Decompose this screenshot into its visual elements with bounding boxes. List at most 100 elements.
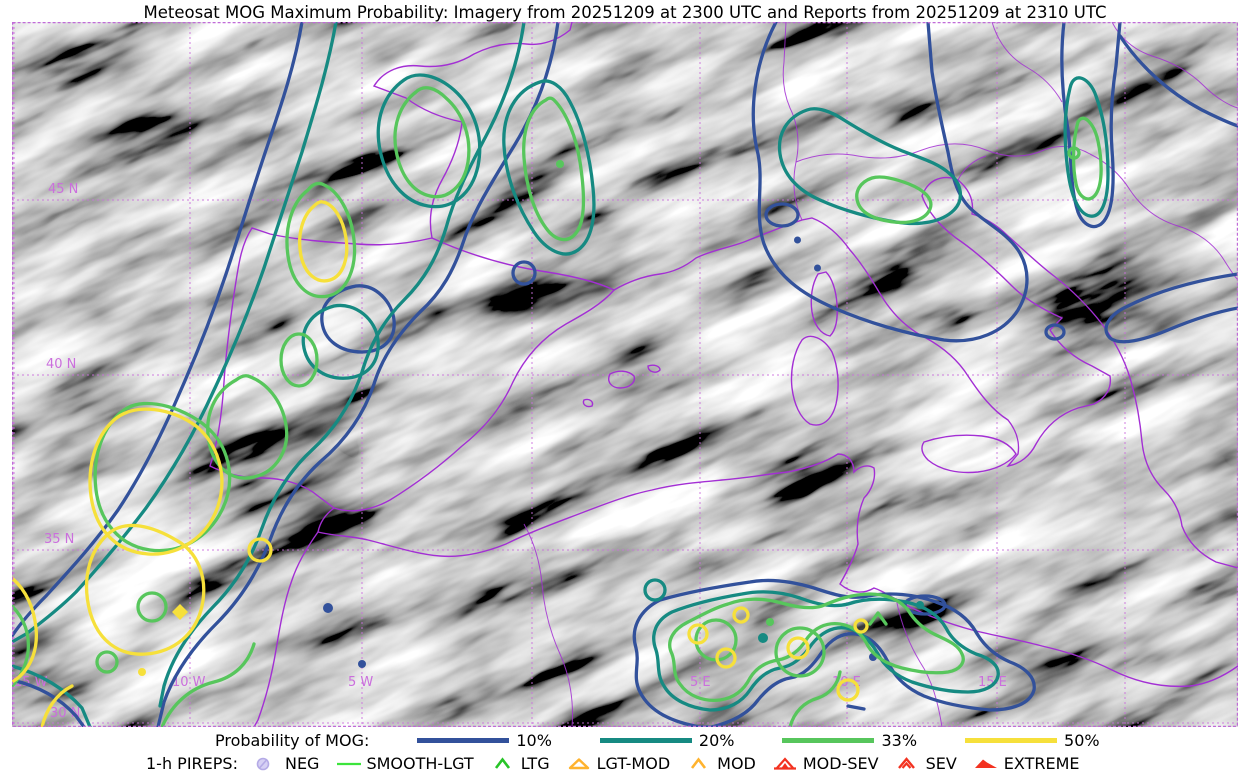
contour-p50 (40, 684, 74, 727)
coastline (957, 179, 1238, 569)
prob-item-33%: 33% (782, 731, 917, 750)
contour-p50 (836, 678, 860, 702)
contour-p10 (12, 678, 86, 727)
contour-p50 (853, 618, 869, 634)
legend-probability-label: Probability of MOG: (215, 731, 370, 750)
pirep-item-label: MOD-SEV (802, 754, 879, 773)
pirep-item-label: LTG (520, 754, 550, 773)
contour-p20 (758, 633, 768, 643)
prob-item-label: 50% (1064, 731, 1100, 750)
pirep-item-extreme: EXTREME (974, 754, 1080, 773)
contour-p10 (814, 264, 821, 272)
prob-swatch (965, 738, 1058, 743)
contour-p50 (138, 668, 146, 676)
coastline (608, 370, 636, 389)
neg-icon (256, 757, 270, 771)
map-border (12, 22, 1238, 727)
filled-triangle-icon (974, 759, 997, 768)
contour-p20 (916, 601, 924, 609)
pirep-item-label: SEV (925, 754, 957, 773)
prob-item-label: 10% (516, 731, 552, 750)
prob-swatch (599, 738, 692, 743)
contour-p50 (12, 576, 39, 684)
contour-p33 (556, 160, 564, 168)
pirep-item-neg: NEG (255, 754, 319, 773)
pirep-item-smooth-lgt: SMOOTH-LGT (336, 754, 474, 773)
contour-p33 (285, 181, 357, 299)
caret-icon (691, 757, 707, 769)
house-icon (773, 757, 796, 770)
contour-p33 (868, 611, 888, 626)
contour-p33 (788, 670, 842, 727)
grid-label: 15 E (978, 675, 1007, 690)
contour-p50 (298, 200, 349, 283)
contour-p20 (12, 664, 92, 727)
contour-p33 (522, 96, 586, 242)
prob-swatch (417, 738, 510, 743)
contour-p20 (652, 590, 1000, 712)
coastline (921, 434, 1017, 474)
coastline (372, 22, 573, 239)
contour-p50 (732, 606, 750, 624)
contour-p10 (751, 22, 1029, 343)
grid-label: 5 E (690, 675, 711, 690)
grid-lines (12, 22, 1238, 727)
legend-pireps-items: NEG SMOOTH-LGT LTG LGT-MOD MOD MOD-SEV SEV EXTR… (255, 754, 1080, 773)
legend-probability: Probability of MOG: 10% 20% 33% 50% (215, 731, 1100, 750)
coastline (647, 364, 661, 373)
pirep-item-label: NEG (284, 754, 320, 773)
double-caret-icon (897, 757, 915, 769)
pirep-item-sev: SEV (896, 754, 957, 773)
grid-label: 15 W (14, 675, 48, 690)
contour-p50 (786, 636, 810, 660)
contour-p10 (1044, 323, 1066, 341)
contour-p10 (1118, 34, 1238, 128)
contour-p10 (1104, 272, 1238, 344)
grid-label: 5 W (348, 675, 373, 690)
pirep-item-label: EXTREME (1003, 754, 1080, 773)
country-border (991, 22, 1063, 103)
country-border (782, 22, 803, 221)
coastline (317, 453, 1238, 688)
contour-p33 (206, 374, 289, 480)
contour-p50 (687, 623, 709, 645)
contour-p33 (279, 332, 319, 388)
open-triangle-icon (568, 758, 589, 770)
contour-p50 (247, 537, 273, 563)
contour-p33 (95, 650, 119, 674)
contour-p20 (12, 22, 338, 644)
contour-p10 (846, 704, 866, 711)
legend-pireps-label: 1-h PIREPS: (146, 754, 238, 773)
contour-p33 (136, 591, 168, 623)
coastline (613, 176, 1112, 468)
contour-p20 (376, 73, 482, 209)
contour-p10 (632, 578, 1036, 727)
coastline (582, 398, 594, 408)
contour-p10 (358, 660, 366, 668)
coastlines (209, 22, 1238, 727)
grid-label: 10 W (172, 675, 206, 690)
pirep-item-mod: MOD (687, 754, 756, 773)
contour-p10 (764, 202, 800, 228)
pirep-item-label: MOD (717, 754, 756, 773)
prob-item-10%: 10% (417, 731, 552, 750)
pirep-item-mod-sev: MOD-SEV (773, 754, 879, 773)
line-icon (337, 762, 362, 766)
prob-item-20%: 20% (599, 731, 735, 750)
contour-p33 (1071, 116, 1103, 201)
coastline (253, 507, 335, 727)
contour-p50 (172, 604, 188, 620)
grid-label: 35 N (44, 532, 74, 547)
contour-p10 (320, 284, 396, 354)
contour-p20 (1063, 76, 1110, 218)
pirep-item-ltg: LTG (491, 754, 550, 773)
grid-label: 40 N (46, 357, 76, 372)
coastline (790, 335, 839, 426)
prob-item-label: 20% (698, 731, 735, 750)
contour-p50 (715, 647, 737, 669)
grid-label: 45 N (48, 182, 78, 197)
prob-item-label: 33% (881, 731, 918, 750)
coastline (810, 271, 838, 337)
